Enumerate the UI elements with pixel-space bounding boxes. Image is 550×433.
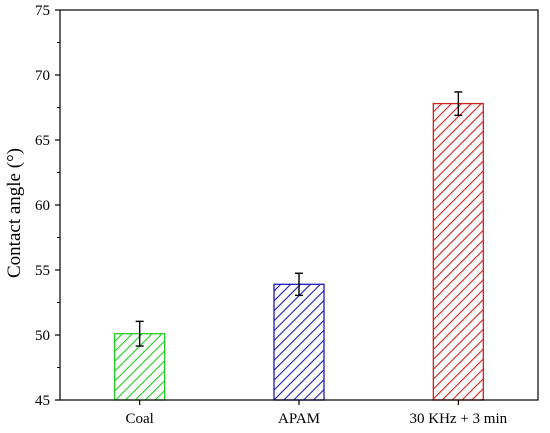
y-tick-label-5: 70 [35,68,50,84]
y-tick-label-2: 55 [35,263,50,279]
x-axis: Coal APAM 30 KHz + 3 min [125,400,508,427]
x-tick-label-2: 30 KHz + 3 min [410,411,508,427]
y-tick-label-0: 45 [35,393,50,409]
x-tick-label-0: Coal [125,411,153,427]
bars-group [114,102,484,401]
y-tick-label-4: 65 [35,133,50,149]
y-tick-label-6: 75 [35,3,50,19]
x-tick-label-1: APAM [278,411,320,427]
y-axis: 45 50 55 60 65 70 75 [35,3,60,409]
bar-2 [432,102,484,401]
error-bar-2 [454,91,463,117]
y-axis-label: Contact angle (°) [4,148,25,278]
error-bars-group [135,91,463,347]
y-tick-label-1: 50 [35,328,50,344]
error-bar-1 [295,272,303,297]
y-tick-label-3: 60 [35,198,50,214]
error-bar-0 [135,320,144,347]
bar-1 [273,283,325,401]
